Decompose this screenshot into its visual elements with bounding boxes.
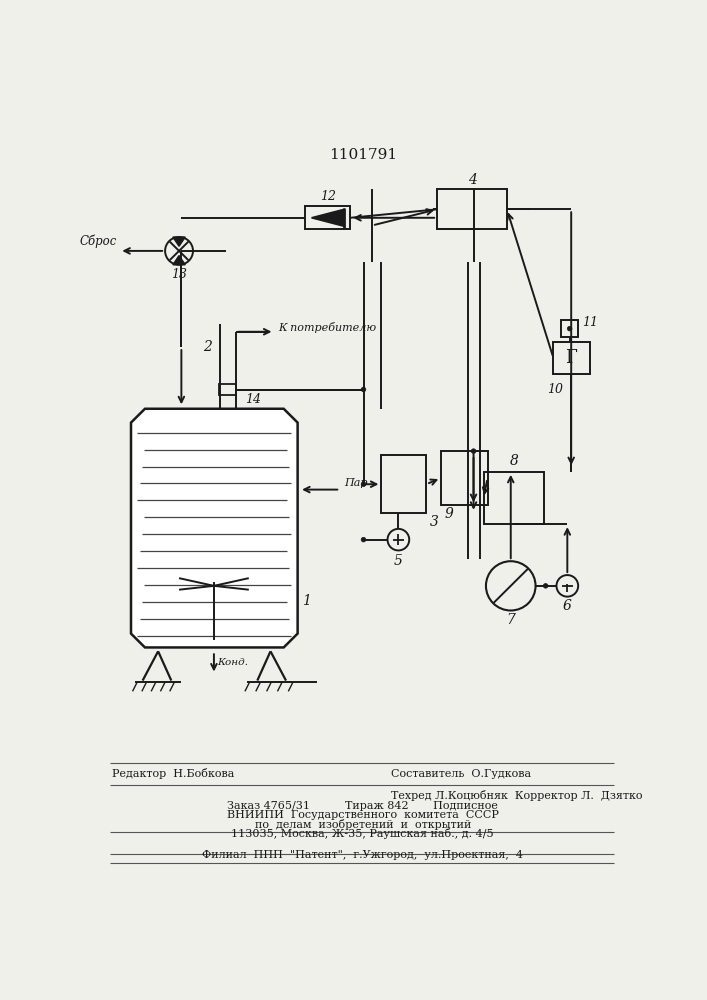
Text: Заказ 4765/31          Тираж 842       Подписное: Заказ 4765/31 Тираж 842 Подписное [227, 801, 498, 811]
Text: 14: 14 [245, 393, 261, 406]
Polygon shape [173, 237, 185, 246]
Polygon shape [131, 409, 298, 647]
Circle shape [361, 537, 366, 542]
Text: 1: 1 [303, 594, 311, 608]
Text: 11: 11 [582, 316, 598, 329]
Text: Конд.: Конд. [217, 658, 248, 667]
Text: Г: Г [566, 349, 577, 367]
Text: по  делам  изобретений  и  открытий: по делам изобретений и открытий [255, 819, 471, 830]
Text: 7: 7 [506, 613, 515, 627]
Text: К потребителю: К потребителю [279, 322, 376, 333]
Circle shape [472, 449, 476, 453]
Bar [381, 455, 426, 513]
Circle shape [567, 326, 572, 331]
Text: 8: 8 [510, 454, 518, 468]
Bar [561, 320, 578, 337]
Text: 6: 6 [563, 599, 572, 613]
Bar [554, 342, 590, 374]
Bar [305, 206, 351, 229]
Circle shape [361, 482, 366, 487]
Text: Составитель  О.Гудкова: Составитель О.Гудкова [391, 769, 531, 779]
Bar [437, 189, 507, 229]
Text: ВНИИПИ  Государственного  комитета  СССР: ВНИИПИ Государственного комитета СССР [227, 810, 498, 820]
Text: 1101791: 1101791 [329, 148, 397, 162]
Text: 10: 10 [547, 383, 563, 396]
Circle shape [543, 584, 548, 588]
Text: 5: 5 [394, 554, 403, 568]
Text: Сброс: Сброс [80, 235, 117, 248]
Polygon shape [312, 209, 344, 226]
Text: 4: 4 [467, 173, 477, 187]
Text: Редактор  Н.Бобкова: Редактор Н.Бобкова [112, 768, 234, 779]
Text: 3: 3 [430, 515, 439, 529]
Text: Филиал  ППП  "Патент",  г.Ужгород,  ул.Проектная,  4: Филиал ППП "Патент", г.Ужгород, ул.Проек… [202, 850, 523, 860]
Bar [219, 384, 236, 395]
Text: Техред Л.Коцюбняк  Корректор Л.  Дзятко: Техред Л.Коцюбняк Корректор Л. Дзятко [391, 790, 642, 801]
Text: 9: 9 [445, 507, 454, 521]
Text: 113035, Москва, Ж-35, Раушская наб., д. 4/5: 113035, Москва, Ж-35, Раушская наб., д. … [231, 828, 494, 839]
Text: 2: 2 [204, 340, 212, 354]
Bar [441, 451, 488, 505]
Text: Пар: Пар [344, 478, 368, 488]
Bar [484, 472, 544, 524]
Text: 13: 13 [171, 267, 187, 280]
Circle shape [361, 387, 366, 392]
Text: 12: 12 [320, 190, 336, 204]
Polygon shape [173, 256, 185, 265]
